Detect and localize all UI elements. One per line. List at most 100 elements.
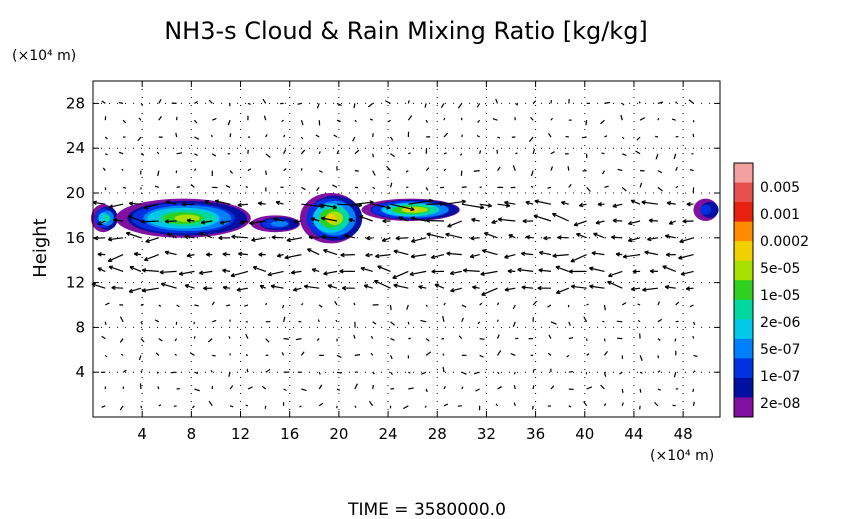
wind-vector xyxy=(641,201,658,205)
x-tick-label: 48 xyxy=(674,425,693,443)
wind-vector xyxy=(354,149,360,155)
wind-vector-head xyxy=(239,220,245,225)
wind-vector xyxy=(568,337,574,340)
wind-vector xyxy=(504,254,516,259)
wind-vector xyxy=(199,270,213,274)
wind-vector-head xyxy=(430,254,436,260)
wind-vector xyxy=(479,150,482,154)
wind-vector xyxy=(510,352,516,356)
y-tick-label: 16 xyxy=(66,229,85,247)
wind-vector xyxy=(370,352,374,356)
wind-vector xyxy=(174,338,178,342)
wind-vector-head xyxy=(125,231,131,237)
wind-vector-head xyxy=(108,265,114,270)
wind-vector xyxy=(471,218,480,222)
wind-vector xyxy=(337,203,362,207)
wind-vector-head xyxy=(308,234,313,240)
wind-vector xyxy=(628,237,641,242)
wind-vector-head xyxy=(525,200,530,206)
wind-vector-head xyxy=(630,199,636,204)
wind-vector xyxy=(512,304,516,310)
wind-vector xyxy=(212,117,217,121)
wind-vector xyxy=(655,153,659,160)
wind-vector-head xyxy=(252,265,258,271)
wind-vector xyxy=(648,219,658,222)
wind-vector xyxy=(589,285,605,289)
wind-vector xyxy=(693,321,696,326)
wind-vector xyxy=(513,402,516,406)
wind-vector xyxy=(426,219,445,222)
y-unit-label: (×10⁴ m) xyxy=(12,48,76,64)
wind-vector xyxy=(689,168,694,172)
wind-vector xyxy=(368,102,374,108)
wind-vector-head xyxy=(641,200,646,205)
wind-vector xyxy=(440,103,445,109)
wind-vector-head xyxy=(141,288,147,293)
wind-vector-head xyxy=(395,235,400,241)
wind-vector-head xyxy=(214,199,220,204)
wind-vector xyxy=(550,166,554,171)
wind-vector xyxy=(411,237,427,243)
wind-vector xyxy=(300,149,306,155)
wind-vector xyxy=(504,287,516,291)
wind-vector xyxy=(425,119,428,123)
wind-vector-head xyxy=(418,284,423,290)
wind-vector xyxy=(229,385,234,390)
wind-vector xyxy=(321,217,338,222)
x-tick-label: 44 xyxy=(624,425,643,443)
wind-vector xyxy=(264,405,267,409)
wind-vector-head xyxy=(186,218,191,223)
wind-vector-head xyxy=(491,219,496,224)
wind-vector xyxy=(228,336,231,339)
wind-vector xyxy=(550,151,555,155)
wind-vector xyxy=(360,267,373,272)
y-tick-label: 4 xyxy=(75,363,85,381)
wind-vector xyxy=(374,280,391,289)
wind-vector-head xyxy=(591,251,596,256)
x-tick-label: 12 xyxy=(231,425,250,443)
wind-vector xyxy=(608,270,623,277)
wind-vector-head xyxy=(664,284,670,290)
wind-vector xyxy=(675,320,679,323)
x-tick-label: 16 xyxy=(280,425,299,443)
wind-vector xyxy=(692,388,695,393)
wind-vector xyxy=(140,102,144,106)
wind-vector xyxy=(354,354,361,356)
wind-vector-head xyxy=(538,268,543,273)
wind-vector xyxy=(245,354,249,356)
wind-vector xyxy=(359,215,373,222)
wind-vector xyxy=(194,371,198,374)
wind-vector xyxy=(194,304,199,307)
colorbar-label: 1e-07 xyxy=(760,369,800,385)
wind-vector xyxy=(532,148,536,154)
wind-vector-head xyxy=(507,268,512,274)
wind-vector-head xyxy=(222,252,227,257)
wind-vector xyxy=(620,114,623,121)
wind-vector xyxy=(425,187,429,191)
wind-vector xyxy=(323,249,338,256)
y-tick-label: 20 xyxy=(66,184,85,202)
wind-vector xyxy=(532,100,537,104)
wind-vector-head xyxy=(428,198,434,204)
wind-vector-head xyxy=(164,250,170,255)
wind-vector xyxy=(227,119,231,126)
wind-vector xyxy=(104,354,108,358)
wind-vector xyxy=(308,236,320,239)
wind-vector-head xyxy=(381,237,387,242)
wind-vector-head xyxy=(293,219,299,224)
wind-vector xyxy=(583,316,588,323)
wind-vector xyxy=(512,165,516,171)
wind-vector xyxy=(140,370,143,373)
wind-vector xyxy=(283,388,287,392)
wind-vector xyxy=(443,117,446,121)
wind-vector xyxy=(363,284,373,289)
wind-vector xyxy=(657,388,661,391)
wind-vector xyxy=(154,185,159,188)
wind-vector-head xyxy=(410,238,416,243)
wind-vector xyxy=(193,119,198,124)
wind-vector xyxy=(199,232,213,239)
wind-vector xyxy=(591,252,605,256)
wind-vector-head xyxy=(292,287,298,292)
wind-vector-head xyxy=(310,217,316,222)
wind-vector xyxy=(193,336,196,339)
